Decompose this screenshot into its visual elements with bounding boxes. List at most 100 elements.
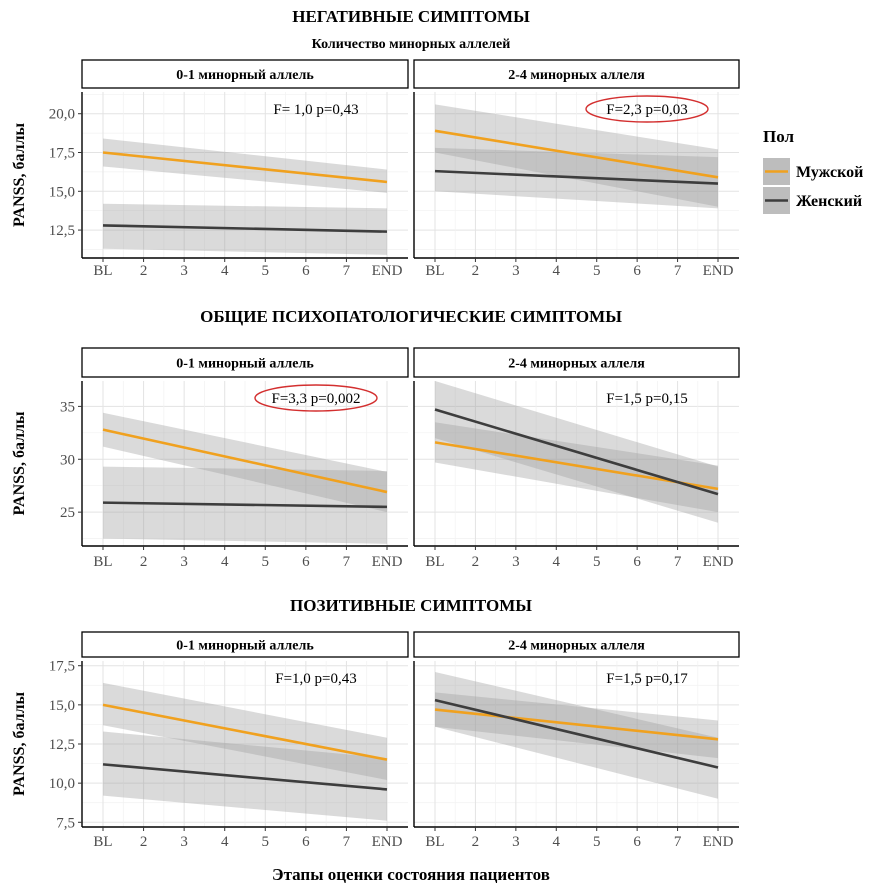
legend-label-female: Женский	[796, 193, 862, 210]
x-tick-label: 7	[343, 834, 351, 850]
y-tick-label: 17,5	[49, 659, 75, 675]
x-tick-label: 5	[593, 834, 601, 850]
grid-lines	[82, 381, 408, 546]
x-tick-label: 3	[512, 263, 520, 279]
y-tick-label: 15,0	[49, 184, 75, 200]
stat-annotation: F= 1,0 p=0,43	[273, 102, 358, 118]
stat-annotation: F=1,0 p=0,43	[275, 671, 357, 687]
x-tick-label: END	[703, 554, 734, 570]
y-tick-label: 10,0	[49, 776, 75, 792]
y-axis-label: PANSS, баллы	[11, 411, 28, 516]
row-subtitle: Количество минорных аллелей	[312, 37, 511, 52]
chart-row-2: ОБЩИЕ ПСИХОПАТОЛОГИЧЕСКИЕ СИМПТОМЫ PANSS,…	[11, 307, 740, 570]
x-tick-label: 4	[221, 263, 229, 279]
x-tick-label: 7	[343, 554, 351, 570]
y-tick-label: 12,5	[49, 737, 75, 753]
facet-strip	[81, 347, 409, 378]
x-tick-label: 2	[140, 554, 148, 570]
panel-1: 0-1 минорный аллель BL 2 3 4 5 6 7 END 25 30 35 F=3,…	[60, 347, 409, 570]
trend-line-female	[102, 763, 388, 791]
y-tick-label: 30	[60, 452, 75, 468]
x-tick-label: 7	[674, 834, 682, 850]
trend-line-male	[434, 129, 719, 179]
stat-annotation: F=2,3 p=0,03	[606, 102, 688, 118]
trend-line-male	[102, 428, 388, 494]
x-tick-label: 7	[674, 554, 682, 570]
x-tick-label: END	[372, 263, 403, 279]
facet-strip-label: 0-1 минорный аллель	[176, 68, 314, 83]
panel-2: 2-4 минорных аллеля BL 2 3 4 5 6 7 END F=2,3 p=0,…	[413, 59, 740, 279]
x-tick-label: 6	[633, 263, 641, 279]
x-tick-label: 6	[633, 834, 641, 850]
x-tick-label: END	[703, 263, 734, 279]
panel-1: 0-1 минорный аллель BL 2 3 4 5 6 7 END 7,5 10,0 12,…	[49, 631, 409, 850]
x-tick-label: END	[372, 554, 403, 570]
x-tick-label: 7	[343, 263, 351, 279]
x-tick-label: 3	[180, 554, 188, 570]
x-tick-label: 3	[180, 263, 188, 279]
facet-strip	[413, 59, 740, 89]
facet-strip-label: 0-1 минорный аллель	[176, 357, 314, 372]
x-tick-label: 6	[302, 263, 310, 279]
legend-key	[763, 187, 790, 214]
stat-highlight-ellipse	[254, 384, 378, 412]
y-tick-label: 7,5	[56, 815, 75, 831]
x-tick-label: 5	[262, 554, 270, 570]
ci-band-male	[435, 422, 718, 513]
x-tick-label: 6	[302, 834, 310, 850]
x-tick-label: 4	[221, 834, 229, 850]
panel-2: 2-4 минорных аллеля BL 2 3 4 5 6 7 END F=1,5 p=0,…	[413, 347, 740, 570]
facet-strip	[413, 631, 740, 658]
facet-strip	[81, 59, 409, 89]
trend-line-female	[434, 169, 719, 185]
x-tick-label: 3	[512, 834, 520, 850]
x-tick-label: 2	[472, 263, 480, 279]
stat-annotation: F=3,3 p=0,002	[271, 391, 360, 407]
x-tick-label: BL	[425, 263, 444, 279]
x-tick-label: 3	[180, 834, 188, 850]
trend-line-female	[434, 408, 719, 496]
x-tick-label: 6	[633, 554, 641, 570]
x-tick-label: 2	[140, 834, 148, 850]
ci-band-male	[103, 138, 387, 193]
x-tick-label: 5	[593, 554, 601, 570]
stat-annotation: F=1,5 p=0,17	[606, 671, 688, 687]
x-tick-label: 4	[553, 554, 561, 570]
legend-label-male: Мужской	[796, 164, 863, 181]
y-tick-label: 20,0	[49, 107, 75, 123]
y-axis-label: PANSS, баллы	[11, 691, 28, 796]
trend-line-male	[102, 151, 388, 184]
y-tick-label: 25	[60, 505, 75, 521]
grid-lines	[82, 92, 408, 258]
x-tick-label: BL	[93, 834, 112, 850]
legend-title: Пол	[763, 127, 794, 146]
facet-strip-label: 2-4 минорных аллеля	[508, 639, 645, 654]
facet-strip	[413, 347, 740, 378]
facet-strip	[81, 631, 409, 658]
x-tick-label: 5	[262, 834, 270, 850]
x-tick-label: 5	[262, 263, 270, 279]
x-tick-label: 2	[472, 834, 480, 850]
chart-row-3: ПОЗИТИВНЫЕ СИМПТОМЫ PANSS, баллы 0-1 минор…	[11, 596, 740, 850]
x-tick-label: BL	[93, 554, 112, 570]
y-tick-label: 15,0	[49, 698, 75, 714]
trend-line-female	[434, 698, 719, 769]
trend-line-female	[102, 224, 388, 233]
facet-strip-label: 2-4 минорных аллеля	[508, 357, 645, 372]
trend-line-male	[102, 703, 388, 761]
chart-row-1: НЕГАТИВНЫЕ СИМПТОМЫ Количество минорных а…	[11, 7, 740, 279]
ci-band-female	[435, 671, 718, 799]
row-title: ОБЩИЕ ПСИХОПАТОЛОГИЧЕСКИЕ СИМПТОМЫ	[200, 307, 622, 326]
x-tick-label: 4	[553, 834, 561, 850]
trend-line-male	[434, 708, 719, 741]
stat-highlight-ellipse	[585, 95, 709, 123]
panel-2: 2-4 минорных аллеля BL 2 3 4 5 6 7 END F=1,5 p=0,…	[413, 631, 740, 850]
x-tick-label: 4	[553, 263, 561, 279]
y-axis-label: PANSS, баллы	[11, 122, 28, 227]
x-tick-label: 2	[472, 554, 480, 570]
x-tick-label: BL	[93, 263, 112, 279]
y-tick-label: 17,5	[49, 146, 75, 162]
x-tick-label: 4	[221, 554, 229, 570]
facet-strip-label: 2-4 минорных аллеля	[508, 68, 645, 83]
